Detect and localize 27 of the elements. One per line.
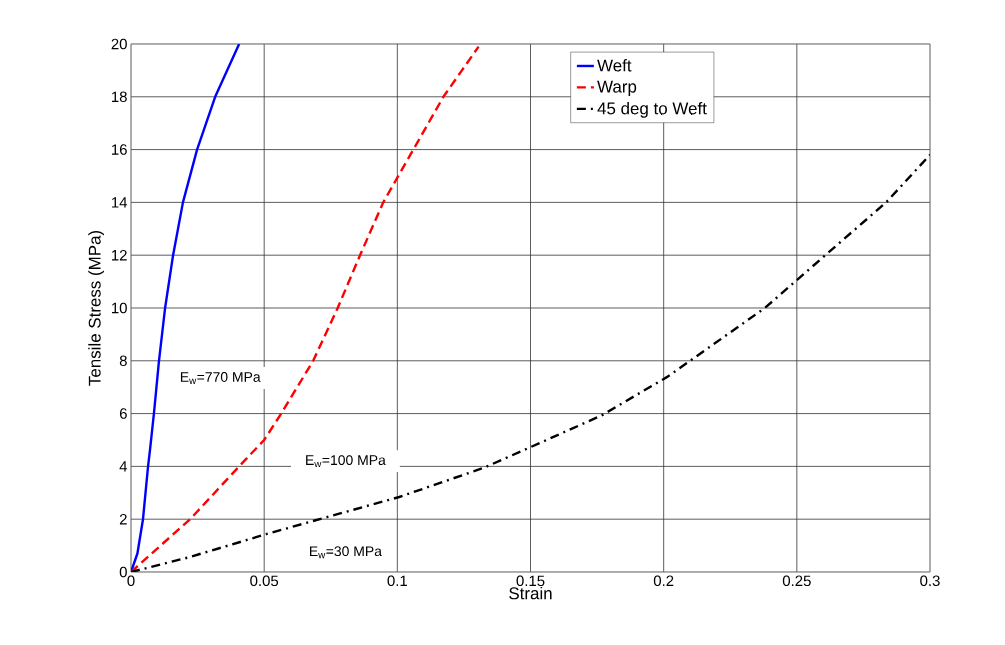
x-axis-title: Strain [509, 586, 552, 600]
x-tick-label: 0.15 [516, 575, 545, 587]
y-tick-label: 6 [119, 408, 127, 419]
y-axis-title: Tensile Stress (MPa) [88, 230, 105, 386]
x-tick-label: 0.1 [387, 575, 407, 587]
line-series [131, 153, 931, 572]
y-tick-label: 20 [111, 38, 127, 50]
x-tick-label: 0.05 [250, 575, 279, 587]
annotation: E$_{w}$=100 MPa [306, 455, 386, 468]
x-tick-label: 0.25 [782, 575, 811, 587]
legend-label: Warp [597, 80, 637, 96]
y-tick-label: 18 [112, 91, 127, 103]
y-tick-label: 0 [119, 566, 127, 578]
y-tick-label: 8 [119, 355, 127, 367]
annotation: E$_{w}$=770 MPa [180, 371, 261, 384]
y-tick-label: 2 [119, 513, 127, 525]
y-tick-label: 4 [119, 461, 128, 472]
y-tick-label: 12 [112, 249, 127, 261]
annotation: E$_{w}$=30 MPa [310, 546, 382, 559]
legend-label: Weft [597, 59, 632, 72]
x-tick-label: 0.3 [920, 575, 940, 587]
legend-label: 45 deg to Weft [597, 101, 707, 118]
y-tick-label: 10 [112, 302, 127, 314]
x-tick-label: 0.2 [653, 575, 674, 587]
line-series [131, 45, 480, 572]
y-tick-label: 16 [112, 144, 127, 155]
y-tick-label: 14 [112, 197, 128, 208]
